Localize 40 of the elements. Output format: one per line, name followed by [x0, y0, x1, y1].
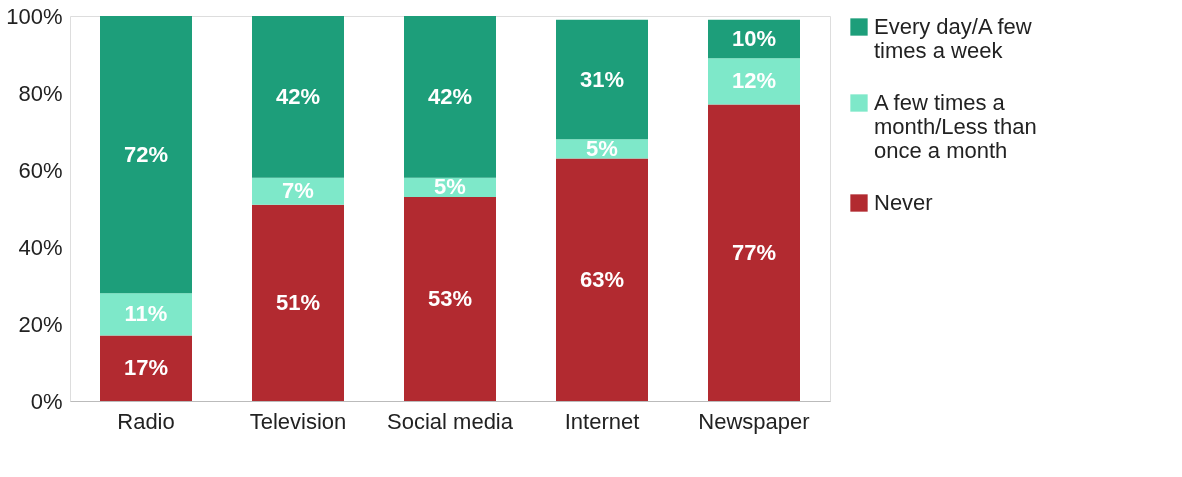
legend-label: A few times a month/Less than once a month	[874, 90, 1037, 163]
data-label: 17%	[123, 355, 169, 381]
x-tick-label: Television	[249, 408, 347, 434]
data-label: 63%	[579, 266, 625, 292]
y-tick-label: 40%	[18, 234, 63, 260]
bar	[556, 158, 648, 401]
bar	[404, 16, 496, 178]
bar	[404, 196, 496, 401]
data-label: 42%	[275, 83, 321, 109]
x-tick-label: Social media	[387, 408, 514, 434]
data-label: 42%	[427, 83, 473, 109]
x-tick-label: Newspaper	[698, 408, 810, 434]
x-tick-label: Internet	[564, 408, 640, 434]
bar	[252, 204, 344, 401]
y-tick-label: 80%	[18, 80, 63, 106]
legend-label: Never	[874, 190, 933, 215]
data-label: 72%	[123, 141, 169, 167]
data-label: 5%	[586, 135, 618, 161]
bar	[100, 335, 192, 401]
data-label: 31%	[579, 66, 625, 92]
data-label: 53%	[427, 285, 473, 311]
bar	[100, 16, 192, 294]
bar	[708, 104, 800, 401]
y-tick-label: 60%	[18, 157, 63, 183]
data-label: 77%	[731, 239, 777, 265]
data-label: 10%	[731, 26, 777, 52]
data-label: 12%	[731, 68, 777, 94]
x-tick-label: Radio	[117, 408, 175, 434]
bar	[252, 16, 344, 178]
bar	[556, 19, 648, 140]
bar	[708, 58, 800, 105]
data-label: 11%	[124, 301, 168, 327]
data-label: 5%	[434, 174, 466, 200]
y-tick-label: 100%	[6, 3, 63, 29]
y-tick-label: 20%	[18, 311, 63, 337]
bar	[100, 293, 192, 336]
data-label: 7%	[282, 178, 314, 204]
legend-label: Every day/A few times a week	[874, 14, 1032, 63]
y-tick-label: 0%	[30, 388, 63, 414]
data-label: 51%	[275, 289, 321, 315]
